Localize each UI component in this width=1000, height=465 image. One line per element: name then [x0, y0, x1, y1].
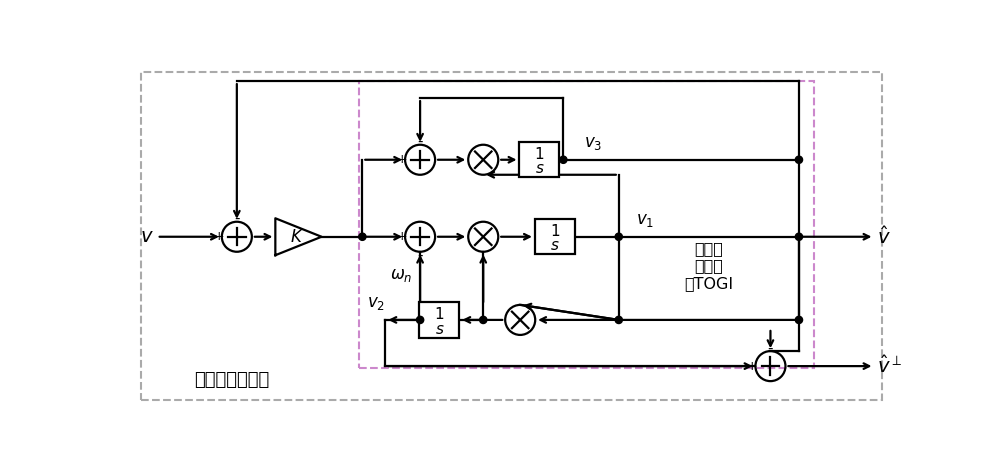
Circle shape: [795, 233, 803, 240]
Text: $s$: $s$: [435, 322, 444, 337]
Text: -: -: [768, 340, 773, 356]
Text: $s$: $s$: [535, 161, 544, 177]
Text: $1$: $1$: [550, 223, 560, 239]
Text: $v$: $v$: [140, 227, 154, 246]
Text: $v_1$: $v_1$: [636, 211, 654, 229]
Circle shape: [795, 316, 803, 324]
Text: $\omega_n$: $\omega_n$: [390, 266, 412, 284]
Text: +: +: [397, 230, 407, 243]
Text: $\hat{v}$: $\hat{v}$: [877, 226, 890, 248]
Text: $1$: $1$: [534, 146, 545, 162]
Circle shape: [416, 316, 424, 324]
Text: $1$: $1$: [434, 306, 444, 322]
Text: +: +: [397, 153, 407, 166]
Circle shape: [795, 156, 803, 163]
Circle shape: [560, 156, 567, 163]
Text: $v_3$: $v_3$: [584, 134, 602, 152]
Text: -: -: [417, 247, 423, 262]
Circle shape: [615, 233, 622, 240]
Bar: [519, 142, 559, 178]
Text: -: -: [417, 134, 423, 149]
Text: 三阶广
义积分
器TOGI: 三阶广 义积分 器TOGI: [684, 241, 733, 291]
Text: $\hat{v}^\perp$: $\hat{v}^\perp$: [877, 355, 902, 377]
Text: +: +: [213, 230, 224, 243]
Bar: [419, 302, 459, 338]
Circle shape: [480, 316, 487, 324]
Circle shape: [615, 316, 622, 324]
Bar: [535, 219, 575, 254]
Text: -: -: [234, 211, 240, 226]
Text: $v_2$: $v_2$: [367, 294, 385, 312]
Text: $s$: $s$: [550, 239, 560, 253]
Text: $K$: $K$: [290, 228, 304, 246]
Circle shape: [359, 233, 366, 240]
Text: 正交信号发生器: 正交信号发生器: [194, 371, 269, 389]
Text: +: +: [747, 359, 758, 372]
